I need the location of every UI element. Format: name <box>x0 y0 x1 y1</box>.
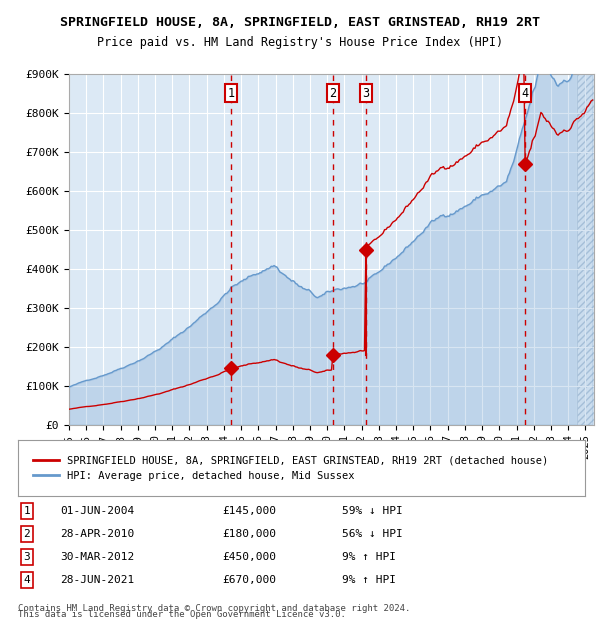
Text: 56% ↓ HPI: 56% ↓ HPI <box>342 529 403 539</box>
Text: £145,000: £145,000 <box>222 506 276 516</box>
Text: 28-APR-2010: 28-APR-2010 <box>60 529 134 539</box>
Text: SPRINGFIELD HOUSE, 8A, SPRINGFIELD, EAST GRINSTEAD, RH19 2RT: SPRINGFIELD HOUSE, 8A, SPRINGFIELD, EAST… <box>60 16 540 29</box>
Text: 59% ↓ HPI: 59% ↓ HPI <box>342 506 403 516</box>
Text: £670,000: £670,000 <box>222 575 276 585</box>
Text: 9% ↑ HPI: 9% ↑ HPI <box>342 575 396 585</box>
Text: 3: 3 <box>23 552 31 562</box>
Text: £450,000: £450,000 <box>222 552 276 562</box>
Text: This data is licensed under the Open Government Licence v3.0.: This data is licensed under the Open Gov… <box>18 610 346 619</box>
Text: 4: 4 <box>23 575 31 585</box>
Text: 3: 3 <box>362 87 370 100</box>
Text: 2: 2 <box>23 529 31 539</box>
Text: 28-JUN-2021: 28-JUN-2021 <box>60 575 134 585</box>
Text: 2: 2 <box>329 87 337 100</box>
Text: 9% ↑ HPI: 9% ↑ HPI <box>342 552 396 562</box>
Text: 1: 1 <box>227 87 235 100</box>
Text: 01-JUN-2004: 01-JUN-2004 <box>60 506 134 516</box>
Text: 1: 1 <box>23 506 31 516</box>
Text: 30-MAR-2012: 30-MAR-2012 <box>60 552 134 562</box>
Text: Price paid vs. HM Land Registry's House Price Index (HPI): Price paid vs. HM Land Registry's House … <box>97 36 503 49</box>
Legend: SPRINGFIELD HOUSE, 8A, SPRINGFIELD, EAST GRINSTEAD, RH19 2RT (detached house), H: SPRINGFIELD HOUSE, 8A, SPRINGFIELD, EAST… <box>29 451 553 485</box>
Text: £180,000: £180,000 <box>222 529 276 539</box>
Text: Contains HM Land Registry data © Crown copyright and database right 2024.: Contains HM Land Registry data © Crown c… <box>18 603 410 613</box>
Text: 4: 4 <box>521 87 529 100</box>
